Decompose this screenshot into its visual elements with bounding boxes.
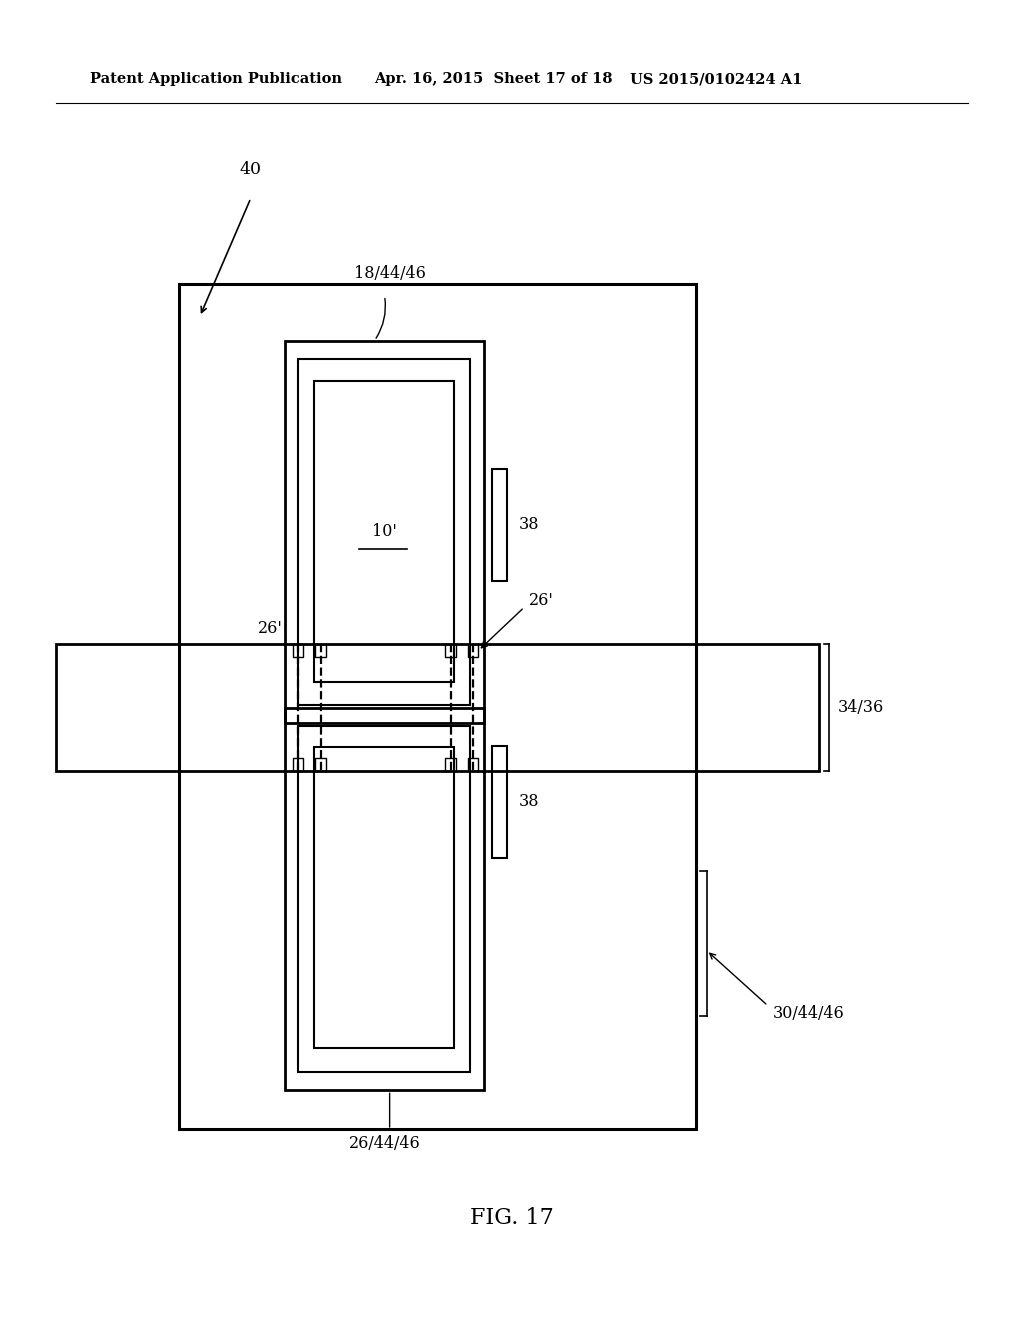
Bar <box>285 341 484 723</box>
Text: 26': 26' <box>258 620 283 636</box>
Bar <box>492 746 507 858</box>
Text: 38: 38 <box>519 793 540 810</box>
Text: US 2015/0102424 A1: US 2015/0102424 A1 <box>630 73 802 86</box>
Text: 18/44/46: 18/44/46 <box>353 265 426 282</box>
Bar <box>56 644 819 771</box>
Bar <box>468 758 478 771</box>
Text: 10': 10' <box>372 524 396 540</box>
Text: Patent Application Publication: Patent Application Publication <box>90 73 342 86</box>
Text: 30/44/46: 30/44/46 <box>773 1006 845 1022</box>
Text: 26': 26' <box>529 593 554 609</box>
Bar <box>315 758 326 771</box>
Text: 38: 38 <box>519 516 540 533</box>
Bar <box>298 359 470 705</box>
Bar <box>314 381 454 682</box>
Bar <box>315 644 326 657</box>
Bar <box>293 644 303 657</box>
Text: FIG. 17: FIG. 17 <box>470 1208 554 1229</box>
Bar <box>293 758 303 771</box>
Bar <box>285 708 484 1090</box>
Bar <box>492 469 507 581</box>
Bar <box>445 758 456 771</box>
Bar <box>179 284 696 1129</box>
Bar <box>468 644 478 657</box>
Bar <box>298 726 470 1072</box>
Bar <box>314 747 454 1048</box>
Text: Apr. 16, 2015  Sheet 17 of 18: Apr. 16, 2015 Sheet 17 of 18 <box>374 73 612 86</box>
Text: 40: 40 <box>240 161 262 178</box>
Bar <box>445 644 456 657</box>
Text: 26/44/46: 26/44/46 <box>348 1135 421 1152</box>
Text: 34/36: 34/36 <box>838 700 884 715</box>
